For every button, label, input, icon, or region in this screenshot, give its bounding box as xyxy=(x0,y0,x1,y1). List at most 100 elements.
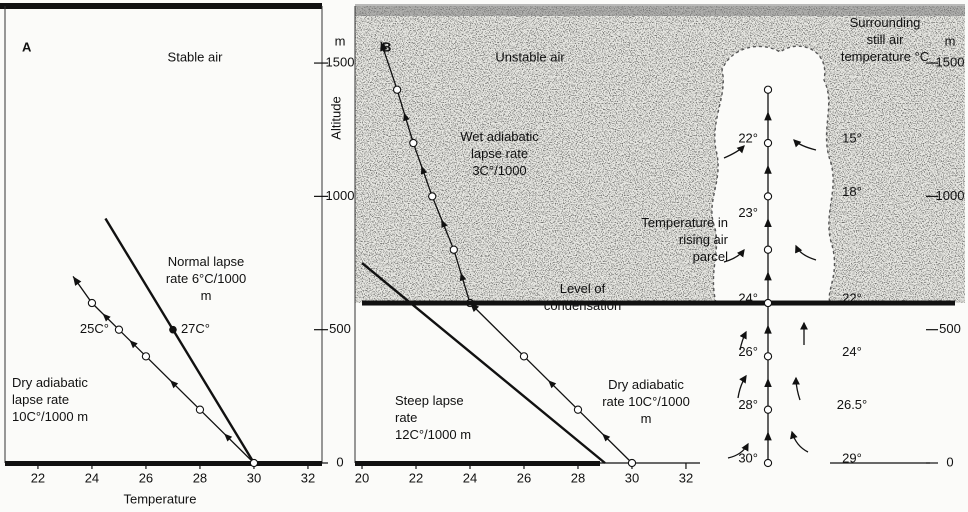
surrounding-temperature: 22° xyxy=(842,290,862,305)
point-dot xyxy=(169,325,177,334)
panel-label: A xyxy=(22,39,32,54)
parcel-point xyxy=(763,85,773,94)
top-shade xyxy=(355,4,965,16)
surrounding-temperature: 26.5° xyxy=(837,397,868,412)
convection-arrow xyxy=(723,248,745,263)
x-tick-label: 30 xyxy=(625,470,639,485)
parcel-point xyxy=(763,192,773,201)
point-marker xyxy=(141,352,151,361)
point-marker xyxy=(428,192,437,201)
point-marker xyxy=(449,245,458,254)
point-label: 27C° xyxy=(181,321,210,336)
parcel-temperature: 22° xyxy=(738,130,758,145)
arrow-head xyxy=(102,313,111,322)
y-tick-label: 1500 xyxy=(936,54,965,69)
arrow-head xyxy=(380,41,388,52)
arrow-head xyxy=(441,219,448,229)
lapse-line xyxy=(361,262,606,464)
point-marker xyxy=(195,405,205,414)
series-label: Dry adiabatic lapse rate 10C°/1000 m xyxy=(12,375,89,424)
point-marker xyxy=(519,352,529,361)
y-tick-label: 1000 xyxy=(936,188,965,203)
convection-arrow xyxy=(792,376,801,401)
point-marker xyxy=(392,85,402,94)
x-tick-label: 24 xyxy=(463,470,477,485)
parcel-temperature: 30° xyxy=(738,450,758,465)
y-tick-label: 0 xyxy=(946,454,953,469)
parcel-temperature: 23° xyxy=(738,205,758,220)
series-label: Wet adiabatic lapse rate 3C°/1000 xyxy=(460,129,539,178)
convection-arrows xyxy=(723,139,817,459)
arrow-head xyxy=(170,380,179,389)
point-label: 25C° xyxy=(80,321,109,336)
x-axis-bar xyxy=(355,461,600,466)
cloud xyxy=(711,45,836,304)
panel-label: B xyxy=(382,39,391,54)
arrow-head xyxy=(602,433,611,442)
lapse-line xyxy=(104,217,255,464)
convection-arrow xyxy=(737,374,747,399)
point-marker xyxy=(627,458,637,468)
series-label: Dry adiabatic rate 10C°/1000 m xyxy=(602,377,690,426)
y-unit: m xyxy=(945,33,956,48)
arrow-head xyxy=(224,433,233,442)
x-tick-label: 28 xyxy=(193,470,207,485)
x-tick-label: 30 xyxy=(247,470,261,485)
x-axis-label: Temperature xyxy=(124,491,197,506)
parcel-label: Temperature in rising air parcel xyxy=(641,215,728,264)
panel-title: Stable air xyxy=(168,49,224,64)
series-label: Steep lapse rate 12C°/1000 m xyxy=(395,393,472,442)
parcel-temperature: 28° xyxy=(738,397,758,412)
arrow-head xyxy=(764,378,772,388)
x-tick-label: 32 xyxy=(679,470,693,485)
y-tick-label: 1500 xyxy=(326,54,355,69)
x-tick-label: 20 xyxy=(355,470,369,485)
arrow-head xyxy=(73,276,82,286)
x-tick-label: 22 xyxy=(31,470,45,485)
sky-grain xyxy=(355,6,965,303)
y-tick-label: 1000 xyxy=(326,188,355,203)
y-axis-label: Altitude xyxy=(328,96,343,139)
arrow-head xyxy=(764,111,772,121)
convection-arrow xyxy=(793,139,817,151)
parcel-point xyxy=(763,352,773,361)
surrounding-temperature: 15° xyxy=(842,130,862,145)
x-tick-label: 26 xyxy=(517,470,531,485)
parcel-temperature: 26° xyxy=(738,344,758,359)
x-tick-label: 32 xyxy=(301,470,315,485)
parcel-point xyxy=(763,138,773,148)
arrow-head xyxy=(764,431,772,441)
arrow-head xyxy=(764,164,772,174)
x-tick-label: 26 xyxy=(139,470,153,485)
arrow-head xyxy=(129,340,138,349)
condensation-label: Level of condensation xyxy=(543,281,622,313)
arrow-head xyxy=(764,218,772,228)
x-tick-label: 24 xyxy=(85,470,99,485)
arrow-head xyxy=(420,165,428,175)
surrounding-label: Surrounding still air temperature °C xyxy=(840,15,930,64)
y-unit: m xyxy=(335,33,346,48)
y-tick-label: 500 xyxy=(329,321,351,336)
arrow-head xyxy=(764,271,772,281)
parcel-point xyxy=(763,405,773,414)
surrounding-temperature: 24° xyxy=(842,344,862,359)
x-axis-bar xyxy=(5,461,322,466)
parcel-temperature: 24° xyxy=(738,290,758,305)
arrow-head xyxy=(459,272,467,282)
point-marker xyxy=(114,325,124,334)
convection-arrow xyxy=(739,330,747,351)
parcel-point xyxy=(763,458,773,468)
y-tick-label: 0 xyxy=(336,454,343,469)
convection-arrow xyxy=(723,145,745,159)
arrow-head xyxy=(403,112,410,122)
surrounding-temperature: 29° xyxy=(842,450,862,465)
y-tick-label: 500 xyxy=(939,321,961,336)
point-marker xyxy=(87,298,97,308)
convection-arrow xyxy=(795,244,817,261)
condensation-level xyxy=(362,300,955,306)
convection-arrow xyxy=(790,430,809,453)
surrounding-temperature: 18° xyxy=(842,184,862,199)
top-bar xyxy=(0,3,322,9)
